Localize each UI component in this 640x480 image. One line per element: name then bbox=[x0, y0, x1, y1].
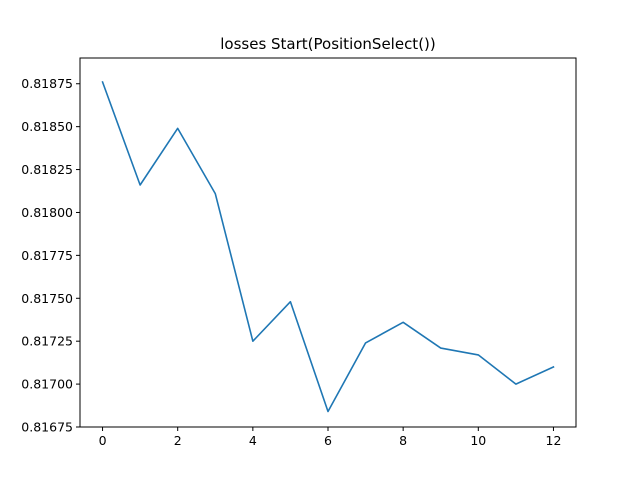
x-axis: 0 2 4 6 8 10 12 bbox=[99, 427, 562, 448]
y-tick-label: 0.81800 bbox=[21, 205, 73, 220]
plot-frame bbox=[79, 57, 577, 428]
x-tick-label: 12 bbox=[546, 433, 562, 448]
y-tick-label: 0.81825 bbox=[21, 162, 73, 177]
y-tick-label: 0.81850 bbox=[21, 119, 73, 134]
y-tick-label: 0.81750 bbox=[21, 291, 73, 306]
x-tick-label: 10 bbox=[470, 433, 486, 448]
y-tick-label: 0.81775 bbox=[21, 248, 73, 263]
y-tick-label: 0.81725 bbox=[21, 334, 73, 349]
y-tick-label: 0.81700 bbox=[21, 377, 73, 392]
x-tick-label: 0 bbox=[99, 433, 107, 448]
x-tick-label: 4 bbox=[249, 433, 257, 448]
chart-title: losses Start(PositionSelect()) bbox=[220, 35, 436, 53]
x-tick-label: 2 bbox=[174, 433, 182, 448]
y-tick-label: 0.81675 bbox=[21, 420, 73, 435]
x-tick-label: 6 bbox=[324, 433, 332, 448]
series-line bbox=[101, 81, 555, 413]
x-tick-label: 8 bbox=[399, 433, 407, 448]
series-layer bbox=[101, 81, 555, 413]
y-axis: 0.81675 0.81700 0.81725 0.81750 0.81775 0.818… bbox=[21, 76, 80, 435]
y-tick-label: 0.81875 bbox=[21, 76, 73, 91]
